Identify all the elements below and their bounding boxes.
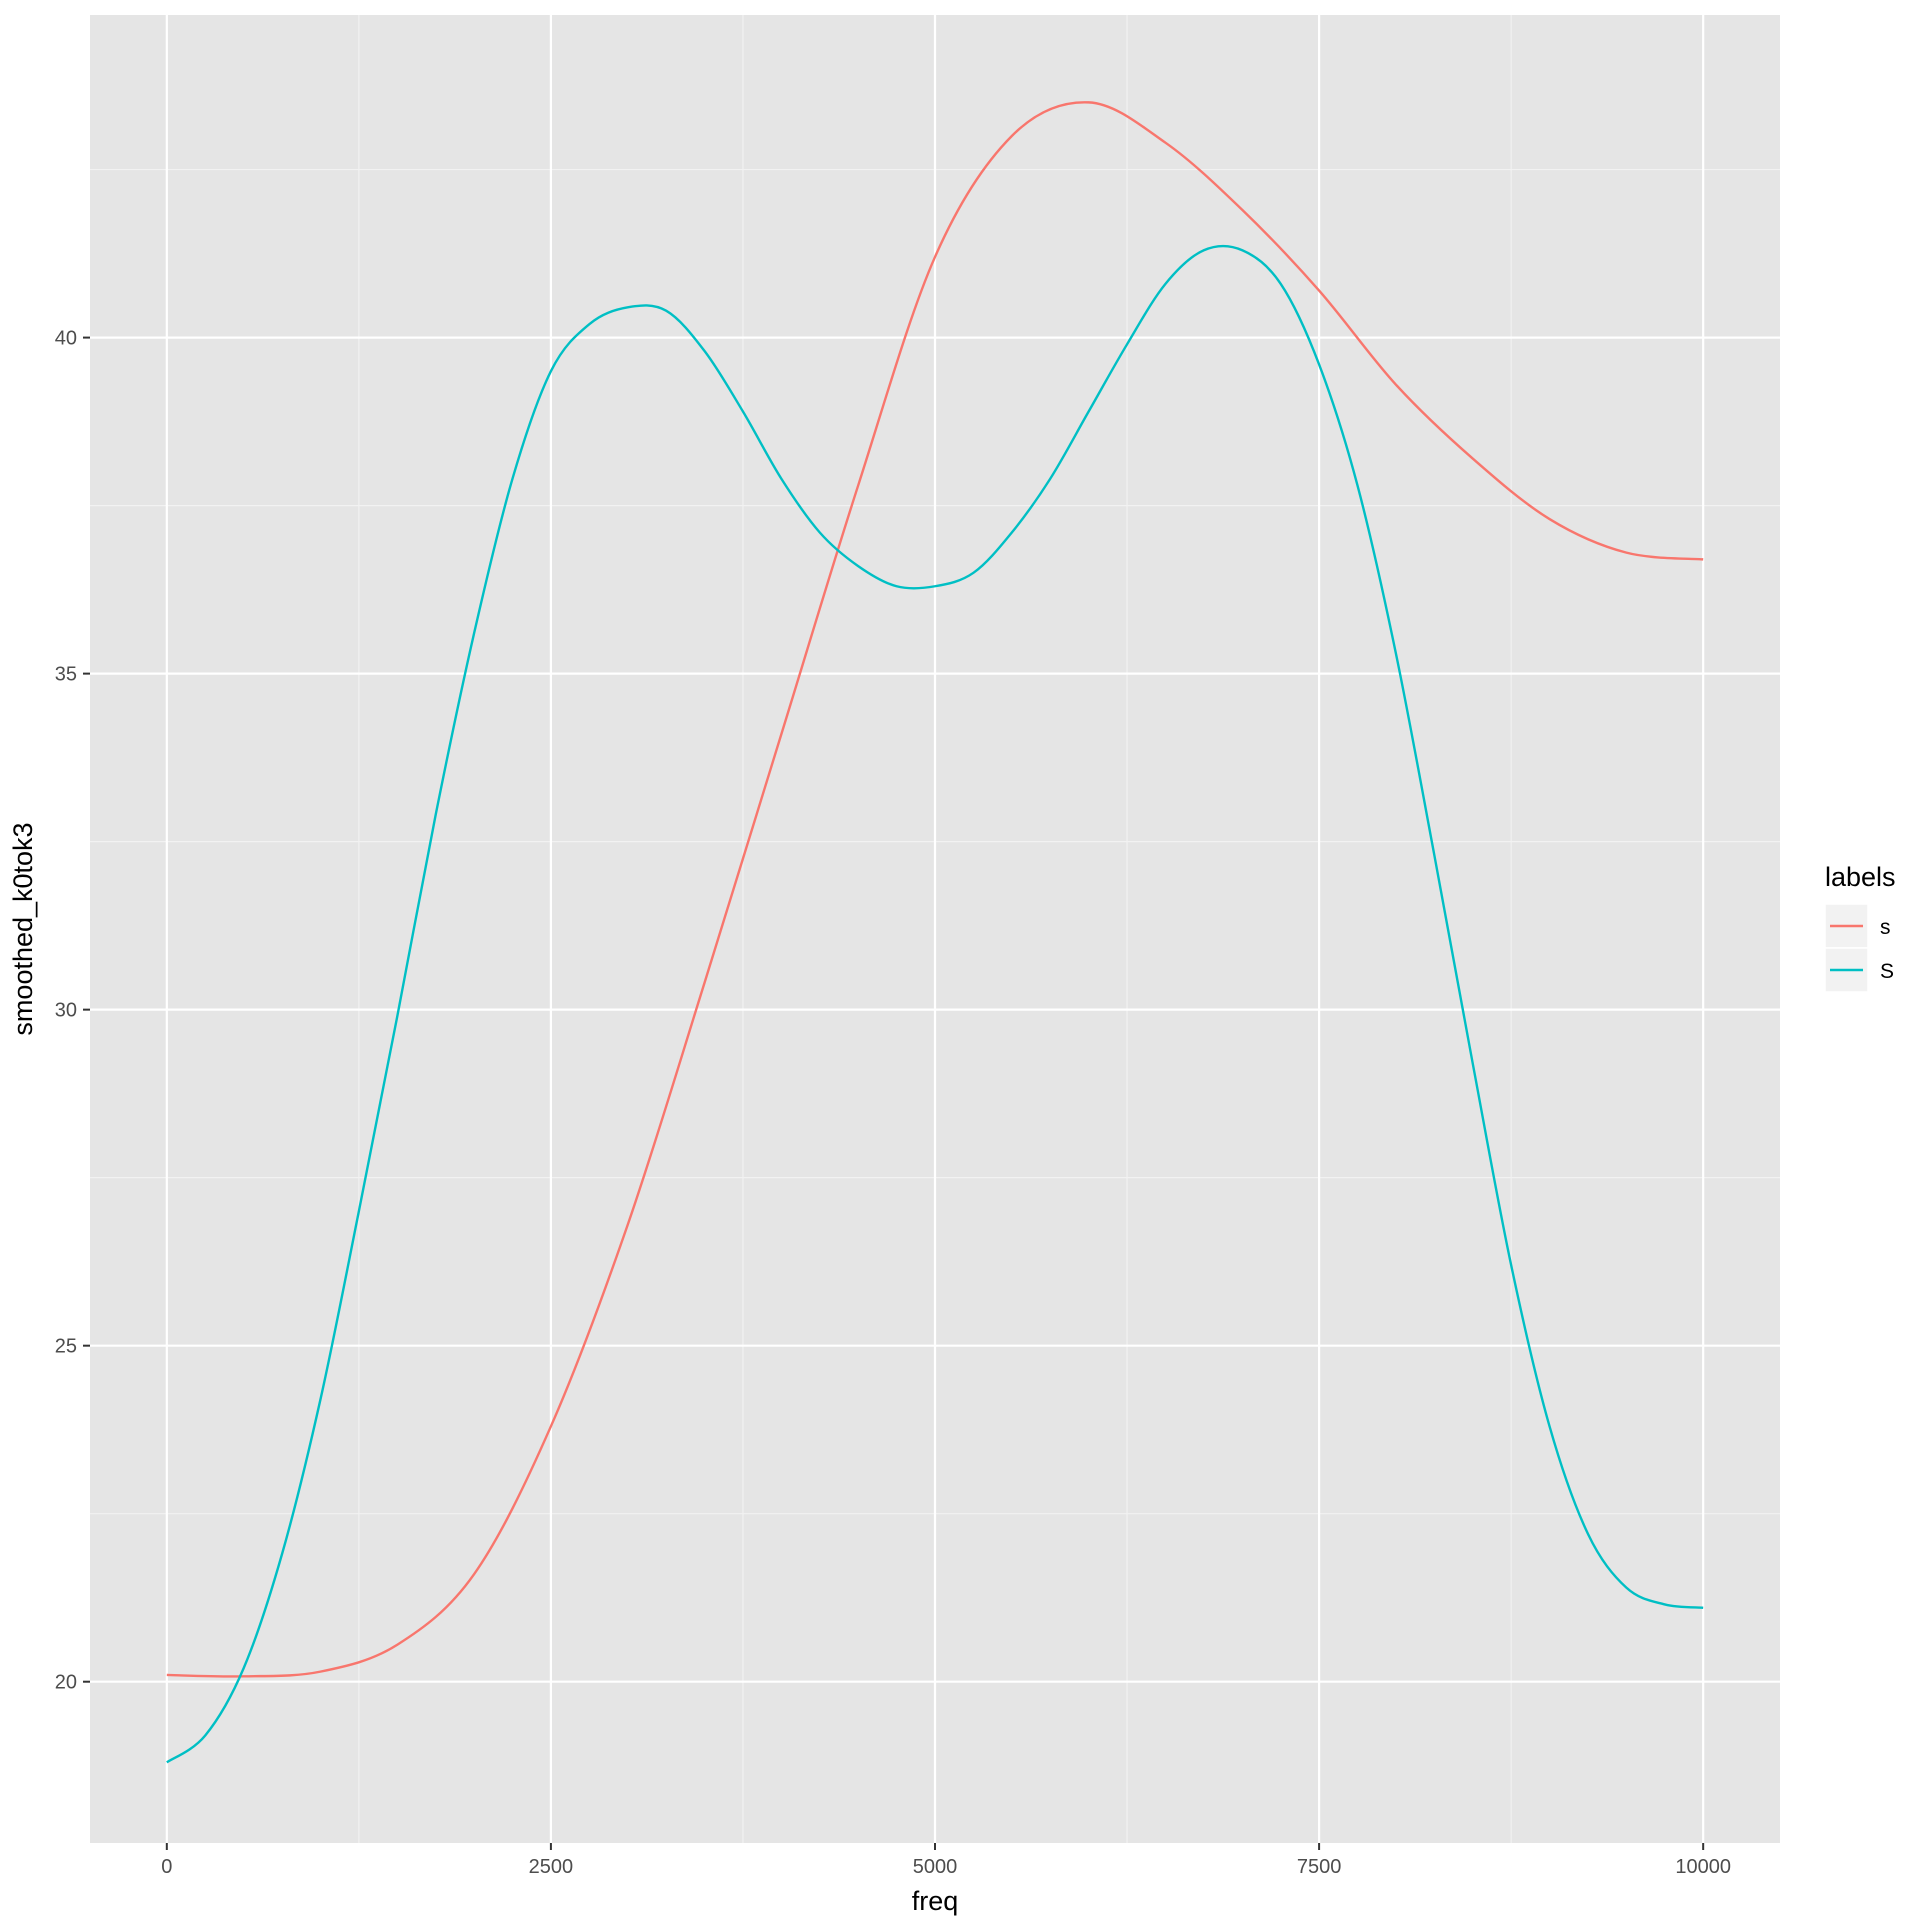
y-axis: 20 25 30 35 40 xyxy=(55,328,90,1694)
x-tick-label: 2500 xyxy=(529,1856,574,1878)
x-axis-title: freq xyxy=(912,1886,959,1916)
y-tick-label: 35 xyxy=(55,664,77,686)
y-tick-label: 20 xyxy=(55,1672,77,1694)
x-tick-label: 7500 xyxy=(1297,1856,1342,1878)
series-line-1 xyxy=(166,101,1704,1678)
y-axis-title: smoothed_k0tok3 xyxy=(8,822,38,1035)
legend-label: s xyxy=(1880,916,1891,939)
y-tick-label: 40 xyxy=(55,328,77,350)
x-axis: 0 2500 5000 7500 10000 xyxy=(161,1843,1731,1878)
series-line-2 xyxy=(166,244,1704,1764)
legend-label: S xyxy=(1880,960,1894,983)
y-tick-label: 25 xyxy=(55,1336,77,1358)
x-tick-label: 10000 xyxy=(1675,1856,1731,1878)
x-tick-label: 5000 xyxy=(913,1856,958,1878)
series-lines xyxy=(166,101,1704,1764)
legend-title: labels xyxy=(1825,862,1896,892)
y-tick-label: 30 xyxy=(55,1000,77,1022)
legend: labels sS xyxy=(1824,862,1896,993)
major-gridlines xyxy=(90,15,1780,1843)
x-tick-label: 0 xyxy=(161,1856,172,1878)
